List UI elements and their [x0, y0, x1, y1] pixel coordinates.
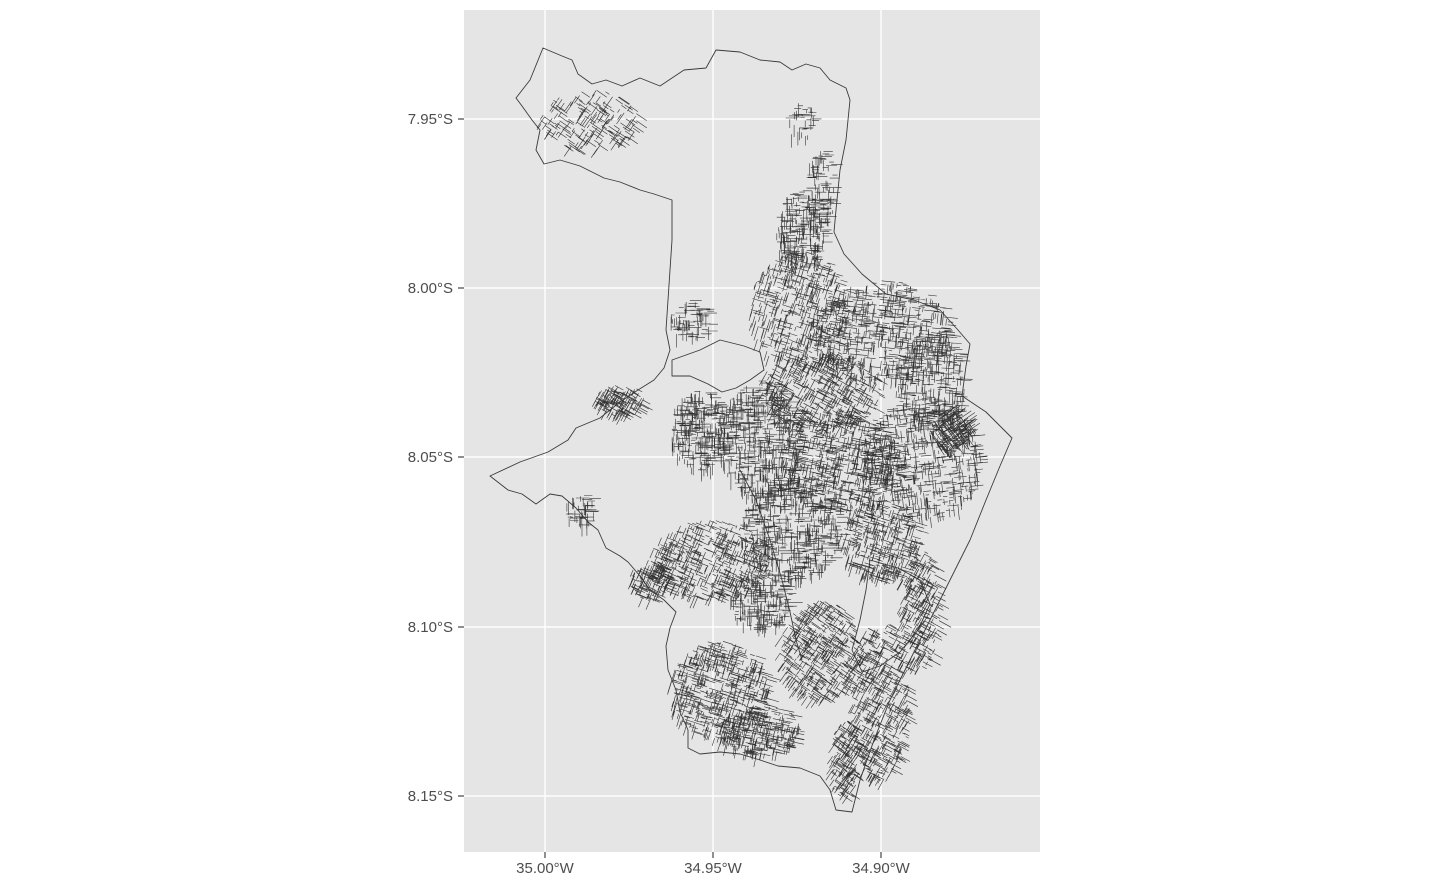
y-tick-label: 8.00°S [408, 280, 453, 297]
x-tick-label: 34.95°W [684, 860, 743, 877]
x-axis: 35.00°W 34.95°W 34.90°W [516, 852, 911, 877]
y-tick-label: 7.95°S [408, 111, 453, 128]
y-axis: 7.95°S 8.00°S 8.05°S 8.10°S 8.15°S [408, 111, 464, 805]
river-channel [671, 339, 765, 393]
street-segments [536, 90, 989, 804]
x-tick-label: 35.00°W [516, 860, 575, 877]
x-tick-label: 34.90°W [852, 860, 911, 877]
y-tick-label: 8.05°S [408, 449, 453, 466]
municipal-boundary [489, 47, 1013, 813]
y-tick-label: 8.15°S [408, 788, 453, 805]
y-tick-label: 8.10°S [408, 619, 453, 636]
street-network [536, 90, 989, 804]
